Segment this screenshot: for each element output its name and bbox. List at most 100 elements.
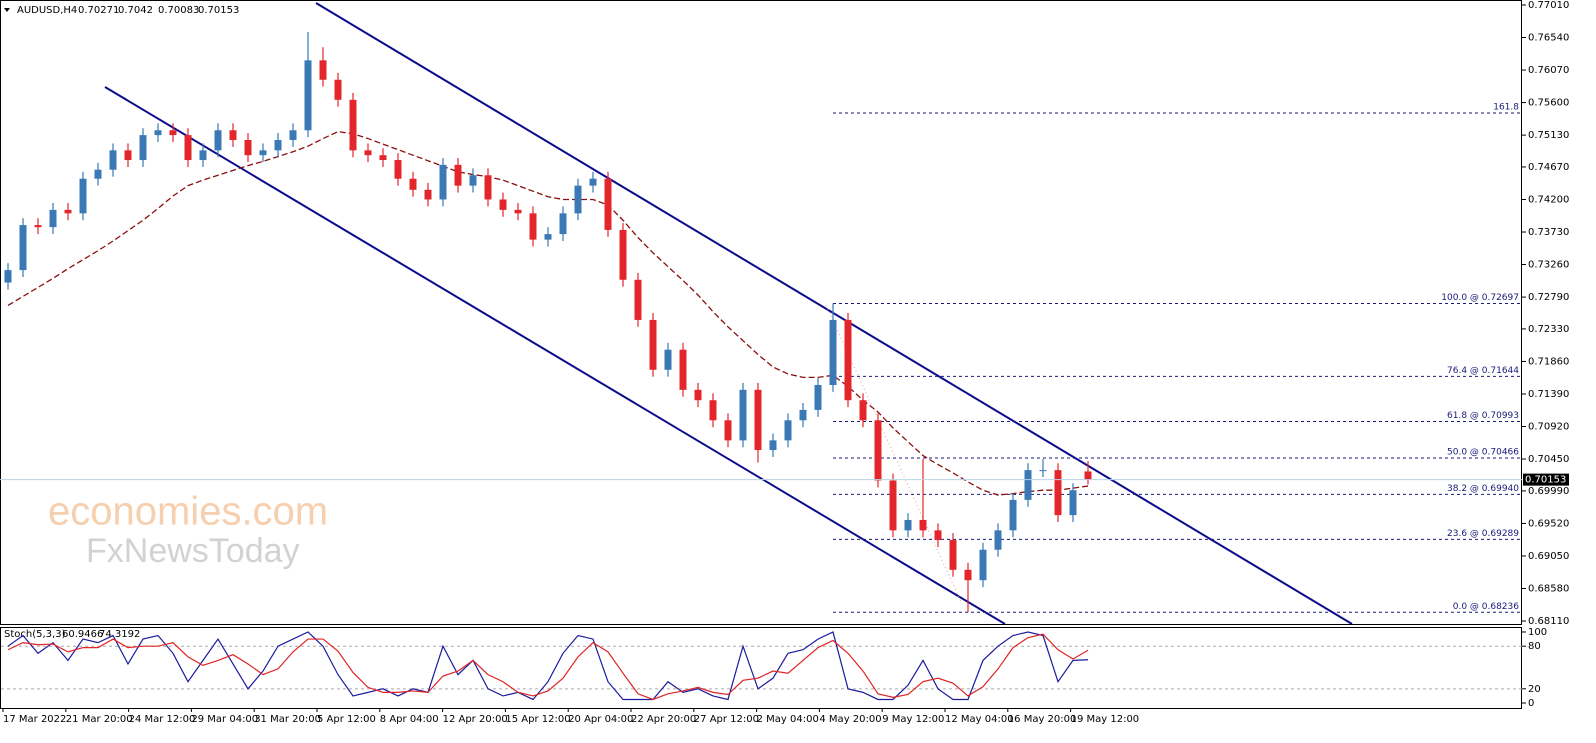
ohlc-open: 0.70271 (78, 5, 119, 16)
fib-label: 38.2 @ 0.69940 (1447, 484, 1519, 494)
candle-body (529, 213, 537, 240)
candle-body (709, 400, 717, 421)
fib-label: 100.0 @ 0.72697 (1441, 293, 1519, 303)
candle-body (259, 150, 267, 156)
candle-body (844, 319, 852, 401)
y-tick-label: 80 (1528, 641, 1541, 652)
ohlc-low: 0.70083 (158, 5, 199, 16)
candle-body (1069, 490, 1077, 516)
x-tick-label: 16 May 20:00 (1008, 714, 1077, 725)
candle-body (859, 400, 867, 421)
candle-body (304, 60, 312, 131)
fib-label: 161.8 (1493, 102, 1519, 112)
candle-body (274, 139, 282, 151)
fib-label: 23.6 @ 0.69289 (1447, 529, 1519, 539)
candle-body (754, 389, 762, 451)
candle-body (814, 384, 822, 410)
price-layer: 161.8 100.0 @ 0.72697 76.4 @ 0.71644 61.8 @… (0, 31, 1522, 613)
y-tick-label: 0.69050 (1528, 551, 1569, 562)
candle-body (649, 319, 657, 370)
candle-body (34, 225, 42, 228)
candle-body (19, 225, 27, 271)
x-tick-label: 9 May 12:00 (882, 714, 944, 725)
candle-body (574, 185, 582, 214)
candle-body (439, 164, 447, 200)
candle-body (724, 420, 732, 441)
y-tick-label: 0.71860 (1528, 356, 1569, 367)
candle-body (619, 229, 627, 280)
candle-body (424, 189, 432, 200)
stoch-pane (0, 627, 1522, 709)
candle-body (349, 99, 357, 151)
current-price-box (1523, 473, 1569, 486)
stoch-line (7, 631, 1089, 701)
candle-body (904, 519, 912, 531)
y-tick-label: 0.72790 (1528, 292, 1569, 303)
candle-body (694, 389, 702, 401)
candle-body (979, 549, 987, 581)
candle-body (214, 130, 222, 151)
y-tick-label: 0.76540 (1528, 33, 1569, 44)
fib-label: 61.8 @ 0.70993 (1447, 411, 1519, 421)
candle-body (394, 160, 402, 179)
watermark-text: FxNewsToday (86, 532, 300, 570)
candle-body (1039, 470, 1047, 472)
candle-body (1084, 471, 1092, 480)
candle-body (589, 178, 597, 186)
candle-body (1054, 470, 1062, 516)
x-tick-label: 31 Mar 20:00 (254, 714, 321, 725)
candle-body (514, 209, 522, 214)
x-tick-label: 12 May 04:00 (945, 714, 1014, 725)
y-tick-label: 0.77010 (1528, 0, 1569, 11)
candle-body (889, 480, 897, 531)
x-tick-label: 17 Mar 2022 (3, 714, 66, 725)
candle-body (679, 349, 687, 390)
candle-body (919, 519, 927, 531)
watermark: economies.com FxNewsToday (48, 490, 328, 570)
ohlc-close: 0.70153 (198, 5, 239, 16)
y-tick-label: 100 (1528, 627, 1547, 638)
candle-body (739, 389, 747, 441)
candle-body (124, 150, 132, 161)
x-tick-label: 29 Mar 04:00 (191, 714, 258, 725)
x-tick-label: 21 Mar 20:00 (66, 714, 133, 725)
y-tick-label: 0.75600 (1528, 98, 1569, 109)
candle-body (469, 175, 477, 186)
candle-body (334, 79, 342, 100)
candle-body (289, 130, 297, 140)
candle-body (49, 209, 57, 228)
candle-body (199, 150, 207, 161)
candle-body (499, 199, 507, 210)
fib-label: 0.0 @ 0.68236 (1453, 602, 1520, 612)
y-tick-label: 0.71390 (1528, 389, 1569, 400)
x-tick-label: 5 Apr 12:00 (317, 714, 376, 725)
candle-body (769, 440, 777, 451)
y-tick-label: 0.73260 (1528, 260, 1569, 271)
candle-body (454, 164, 462, 186)
x-tick-label: 20 Apr 04:00 (568, 714, 633, 725)
y-tick-label: 0.68580 (1528, 583, 1569, 594)
candle-body (229, 130, 237, 140)
fib-label: 50.0 @ 0.70466 (1447, 447, 1519, 457)
x-tick-label: 12 Apr 20:00 (443, 714, 508, 725)
x-tick-label: 22 Apr 20:00 (631, 714, 696, 725)
candle-body (94, 169, 102, 179)
current-price-label: 0.70153 (1525, 475, 1566, 486)
x-tick-label: 27 Apr 12:00 (694, 714, 759, 725)
stoch-line (7, 633, 1089, 701)
channel (104, 2, 1353, 624)
candle-body (559, 213, 567, 235)
candle-body (1024, 470, 1032, 500)
fib-anchor (825, 304, 963, 605)
channel-lower (104, 86, 1006, 624)
x-tick-label: 8 Apr 04:00 (380, 714, 439, 725)
ohlc-high: 0.7042 (118, 5, 153, 16)
y-tick-label: 20 (1528, 684, 1541, 695)
y-tick-label: 0.74200 (1528, 194, 1569, 205)
candle-body (169, 130, 177, 136)
candle-body (79, 178, 87, 214)
x-tick-label: 24 Mar 12:00 (129, 714, 196, 725)
x-tick-label: 19 May 12:00 (1071, 714, 1140, 725)
main-pane (0, 0, 1522, 625)
